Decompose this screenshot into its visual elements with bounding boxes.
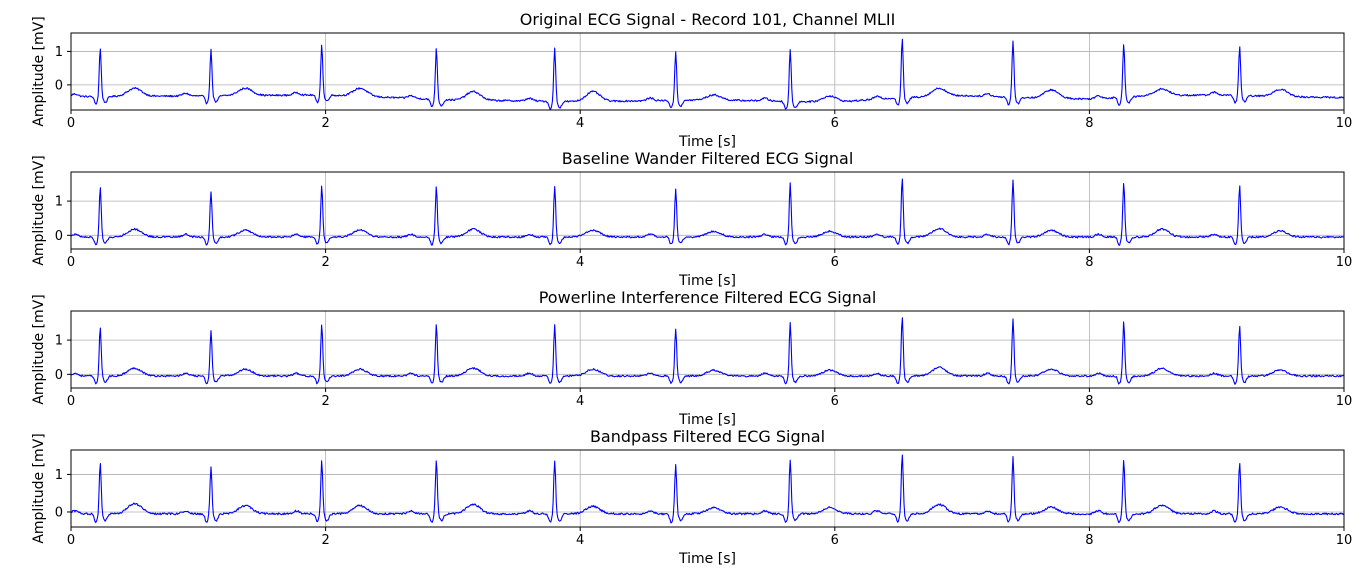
y-axis-label: Amplitude [mV] — [31, 155, 47, 265]
x-tick-label: 10 — [1336, 533, 1353, 548]
x-tick-label: 4 — [576, 533, 584, 548]
x-tick-label: 2 — [321, 116, 329, 131]
ecg-signal-line — [70, 454, 1345, 524]
y-tick-label: 1 — [55, 45, 63, 60]
x-axis-label: Time [s] — [678, 273, 736, 289]
y-tick-label: 0 — [55, 505, 63, 520]
y-tick-label: 1 — [55, 468, 63, 483]
y-tick-label: 0 — [55, 78, 63, 93]
ecg-signal-line — [70, 178, 1345, 246]
y-tick-label: 1 — [55, 334, 63, 349]
chart-title: Bandpass Filtered ECG Signal — [590, 427, 825, 446]
x-tick-label: 4 — [576, 394, 584, 409]
axes-frame — [70, 449, 1345, 528]
y-tick-label: 0 — [55, 368, 63, 383]
chart-title: Original ECG Signal - Record 101, Channe… — [520, 10, 896, 29]
x-tick-label: 6 — [831, 533, 839, 548]
x-tick-label: 8 — [1085, 116, 1093, 131]
x-tick-label: 2 — [321, 394, 329, 409]
x-tick-label: 0 — [67, 116, 75, 131]
ecg-signal-line — [70, 317, 1345, 385]
axes-frame — [70, 171, 1345, 250]
chart-panel-4: 0 2 4 6 8 10 0 1 Bandpass Filtered ECG Signal Tim… — [31, 427, 1352, 567]
x-tick-label: 0 — [67, 255, 75, 270]
ecg-signal-line — [70, 38, 1345, 110]
y-tick-label: 0 — [55, 229, 63, 244]
axes-frame — [70, 310, 1345, 389]
axes-frame — [70, 32, 1345, 111]
x-tick-label: 0 — [67, 394, 75, 409]
x-axis-label: Time [s] — [678, 134, 736, 150]
y-axis-label: Amplitude [mV] — [31, 294, 47, 404]
chart-title: Baseline Wander Filtered ECG Signal — [562, 149, 854, 168]
x-tick-label: 0 — [67, 533, 75, 548]
x-tick-label: 10 — [1336, 394, 1353, 409]
chart-title: Powerline Interference Filtered ECG Sign… — [539, 288, 877, 307]
x-tick-label: 2 — [321, 533, 329, 548]
x-tick-label: 8 — [1085, 533, 1093, 548]
y-axis-label: Amplitude [mV] — [31, 16, 47, 126]
y-axis-label: Amplitude [mV] — [31, 433, 47, 543]
y-tick-label: 1 — [55, 195, 63, 210]
chart-panel-2: 0 2 4 6 8 10 0 1 Baseline Wander Filtered ECG Si… — [31, 149, 1352, 289]
x-tick-label: 4 — [576, 116, 584, 131]
x-tick-label: 8 — [1085, 255, 1093, 270]
x-tick-label: 6 — [831, 116, 839, 131]
x-tick-label: 10 — [1336, 255, 1353, 270]
x-tick-label: 6 — [831, 255, 839, 270]
x-tick-label: 10 — [1336, 116, 1353, 131]
x-axis-label: Time [s] — [678, 412, 736, 428]
chart-panel-3: 0 2 4 6 8 10 0 1 Powerline Interference Filtered… — [31, 288, 1352, 428]
chart-panel-1: 0 2 4 6 8 10 0 1 Original ECG Signal - Record 10… — [31, 10, 1352, 150]
x-tick-label: 4 — [576, 255, 584, 270]
x-tick-label: 2 — [321, 255, 329, 270]
x-tick-label: 8 — [1085, 394, 1093, 409]
x-axis-label: Time [s] — [678, 551, 736, 567]
x-tick-label: 6 — [831, 394, 839, 409]
